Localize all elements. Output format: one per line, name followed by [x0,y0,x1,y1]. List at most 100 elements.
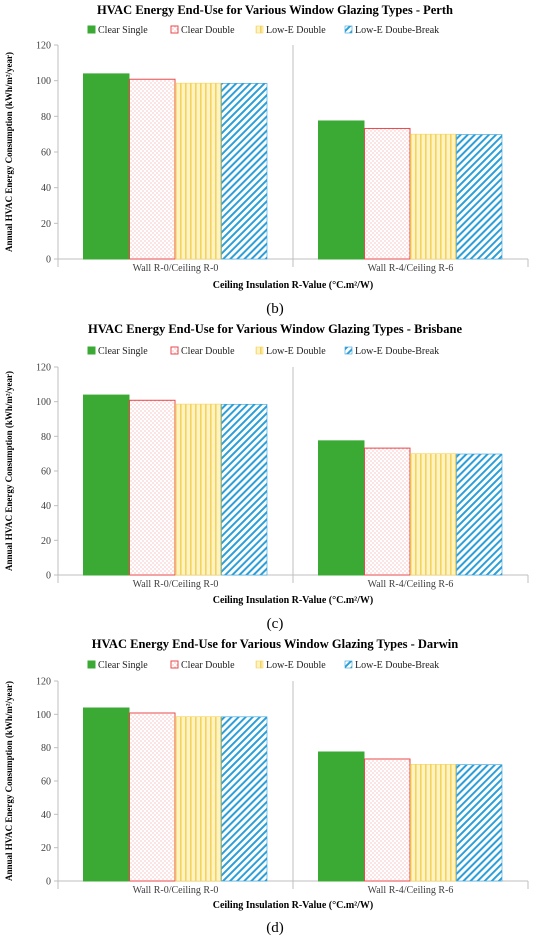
y-axis-label: Annual HVAC Energy Consumption (kWh/m²/y… [4,52,14,252]
y-tick-label: 60 [41,777,51,788]
y-tick-label: 40 [41,810,51,821]
legend-label: Low-E Doube-Break [355,346,439,357]
figure-caption-b: (b) [266,301,284,317]
legend-label: Clear Single [98,346,148,357]
bar-low-e-double-2 [410,133,457,260]
figure-caption-c: (c) [266,616,284,632]
legend-label: Low-E Doube-Break [355,25,439,36]
x-category-label: Wall R-4/Ceiling R-6 [368,885,454,896]
y-tick-label: 20 [41,219,51,230]
bar-low-e-doube-break-2 [456,134,503,260]
legend-item-4: Low-E Doube-Break [344,660,439,671]
x-axis-label: Ceiling Insulation R-Value (°C.m²/W) [213,900,374,911]
y-axis-label: Annual HVAC Energy Consumption (kWh/m²/y… [4,681,14,881]
legend-item-1: Clear Single [87,25,148,36]
bar-clear-double-1 [129,712,176,882]
y-axis-label: Annual HVAC Energy Consumption (kWh/m²/y… [4,371,14,571]
bar-clear-double-1 [129,78,176,260]
legend-item-2: Clear Double [170,660,235,671]
legend-item-1: Clear Single [87,346,148,357]
figure-caption-d: (d) [266,920,284,936]
bar-clear-single-1 [83,394,130,576]
bar-clear-double-2 [364,127,411,260]
bar-clear-single-2 [318,751,365,882]
legend-item-3: Low-E Double [255,25,326,36]
bar-clear-single-1 [83,73,130,260]
x-category-label: Wall R-0/Ceiling R-0 [133,885,219,896]
legend-label: Low-E Doube-Break [355,660,439,671]
chart-title: HVAC Energy End-Use for Various Window G… [92,637,458,651]
x-axis-label: Ceiling Insulation R-Value (°C.m²/W) [213,595,374,606]
legend-swatch [87,660,96,669]
legend-label: Low-E Double [266,346,326,357]
legend-swatch [344,346,353,355]
y-tick-label: 20 [41,536,51,547]
legend-swatch [170,660,179,669]
bar-low-e-doube-break-1 [221,403,268,576]
chart-panel-brisbane: HVAC Energy End-Use for Various Window G… [0,318,550,636]
legend-swatch [170,25,179,34]
bar-low-e-double-2 [410,453,457,576]
bar-clear-double-2 [364,758,411,882]
legend-label: Low-E Double [266,660,326,671]
legend-swatch [255,346,264,355]
chart-brisbane: HVAC Energy End-Use for Various Window G… [4,322,529,606]
bar-clear-single-2 [318,440,365,576]
legend-item-1: Clear Single [87,660,148,671]
y-tick-label: 80 [41,432,51,443]
y-tick-label: 80 [41,112,51,123]
y-tick-label: 100 [36,76,51,87]
y-tick-label: 120 [36,363,51,374]
legend-swatch [344,660,353,669]
legend-swatch [255,25,264,34]
legend-item-3: Low-E Double [255,346,326,357]
legend-label: Clear Single [98,660,148,671]
legend-item-4: Low-E Doube-Break [344,346,439,357]
legend-swatch [255,660,264,669]
bar-low-e-doube-break-2 [456,453,503,576]
legend-label: Clear Double [181,25,235,36]
y-tick-label: 40 [41,501,51,512]
x-category-label: Wall R-0/Ceiling R-0 [133,263,219,274]
bar-low-e-doube-break-1 [221,83,268,260]
legend-item-4: Low-E Doube-Break [344,25,439,36]
legend-swatch [87,346,96,355]
y-tick-label: 0 [46,255,51,266]
legend-label: Low-E Double [266,25,326,36]
x-category-label: Wall R-4/Ceiling R-6 [368,579,454,590]
legend-item-2: Clear Double [170,25,235,36]
legend-item-3: Low-E Double [255,660,326,671]
bar-clear-single-1 [83,707,130,882]
bar-low-e-double-2 [410,764,457,882]
x-axis-label: Ceiling Insulation R-Value (°C.m²/W) [213,280,374,291]
chart-perth: HVAC Energy End-Use for Various Window G… [4,3,529,291]
x-category-label: Wall R-0/Ceiling R-0 [133,579,219,590]
y-tick-label: 60 [41,148,51,159]
chart-title: HVAC Energy End-Use for Various Window G… [88,322,462,336]
legend-label: Clear Double [181,346,235,357]
legend-swatch [170,346,179,355]
y-tick-label: 100 [36,397,51,408]
chart-title: HVAC Energy End-Use for Various Window G… [97,3,453,17]
y-tick-label: 120 [36,41,51,52]
bar-low-e-double-1 [175,82,222,260]
y-tick-label: 40 [41,183,51,194]
bar-low-e-doube-break-2 [456,764,503,882]
legend-label: Clear Double [181,660,235,671]
chart-panel-darwin: HVAC Energy End-Use for Various Window G… [0,636,550,941]
chart-panel-perth: HVAC Energy End-Use for Various Window G… [0,0,550,326]
chart-darwin: HVAC Energy End-Use for Various Window G… [4,637,529,911]
y-tick-label: 100 [36,710,51,721]
bar-clear-double-2 [364,447,411,576]
y-tick-label: 120 [36,677,51,688]
y-tick-label: 80 [41,743,51,754]
bar-low-e-doube-break-1 [221,716,268,882]
legend-item-2: Clear Double [170,346,235,357]
bar-clear-double-1 [129,399,176,576]
bar-low-e-double-1 [175,403,222,576]
bar-clear-single-2 [318,120,365,260]
y-tick-label: 20 [41,843,51,854]
legend-swatch [344,25,353,34]
y-tick-label: 0 [46,571,51,582]
x-category-label: Wall R-4/Ceiling R-6 [368,263,454,274]
